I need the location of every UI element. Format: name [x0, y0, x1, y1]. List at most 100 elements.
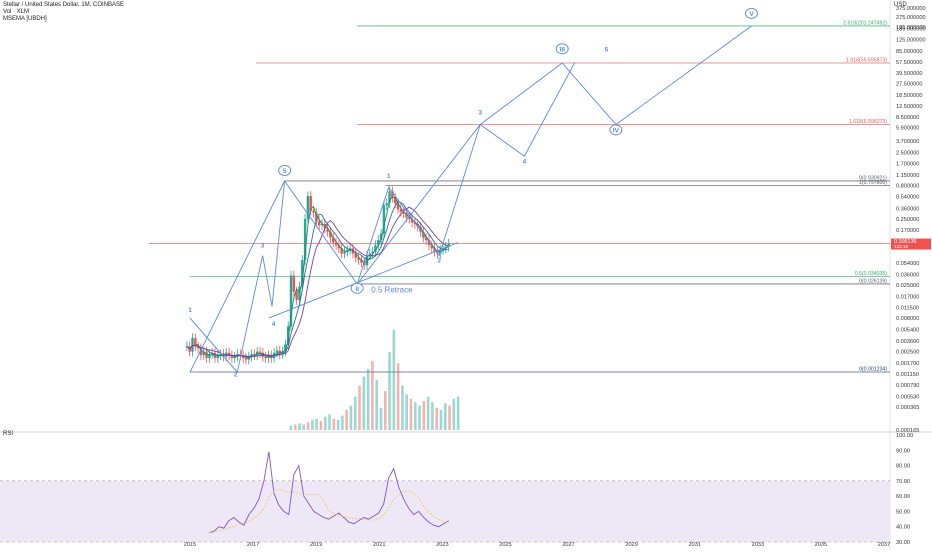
wave-label: 3 [261, 242, 265, 249]
volume-bar [418, 405, 421, 430]
volume-bar [293, 424, 297, 430]
wave-label-circle [278, 165, 292, 176]
candle-body [320, 223, 324, 226]
y-tick-label: 0.001700 [896, 361, 919, 367]
volume-bar [443, 403, 447, 430]
y-tick-label: 0.540000 [896, 195, 919, 201]
candle-body [301, 260, 304, 287]
candle-body [385, 203, 388, 206]
rsi-tick-label: 90.00 [896, 448, 910, 454]
candle-body [430, 245, 433, 249]
candle-body [284, 344, 287, 352]
x-tick-label: 2031 [689, 542, 701, 548]
volume-bar [452, 398, 456, 430]
wave-label: II [355, 286, 359, 293]
y-tick-label: 0.054000 [896, 261, 919, 267]
candle-body [354, 253, 357, 258]
msema-legend: MSEMA [UBDH] [3, 16, 47, 22]
y-tick-label: 0.170000 [896, 228, 919, 234]
y-tick-label: 3.700000 [896, 139, 919, 145]
y-tick-label: 185.000000 [896, 26, 926, 32]
wave-line [268, 242, 459, 319]
candle-body [371, 251, 374, 254]
x-tick-label: 2037 [878, 542, 890, 548]
y-tick-label: 0.011500 [896, 306, 919, 312]
volume-bar [409, 398, 413, 430]
candle-body [379, 233, 383, 241]
volume-bar [426, 396, 430, 430]
fib-level-label: 0(0.026139) [859, 278, 887, 284]
candle-body [219, 354, 222, 356]
candle-body [264, 356, 267, 359]
candle-body [309, 196, 312, 211]
volume-bar [336, 420, 340, 430]
candle-body [416, 223, 419, 227]
fib-level-label: 1(0.797800) [859, 180, 887, 186]
y-tick-label: 0.025000 [896, 283, 919, 289]
y-tick-label: 1.700000 [896, 162, 919, 168]
wave-label: 1 [188, 307, 192, 314]
volume-bar [388, 352, 391, 430]
volume-bar [392, 330, 396, 430]
candle-body [241, 355, 245, 359]
candle-body [334, 242, 338, 246]
volume-bar [358, 385, 361, 430]
candle-body [258, 351, 262, 353]
candle-body [340, 248, 343, 254]
wave-label: 2 [234, 371, 238, 378]
x-tick-label: 2017 [247, 542, 259, 548]
volume-bar [448, 405, 451, 430]
wave-label: 4 [272, 321, 276, 328]
candle-body [227, 352, 231, 356]
volume-bar [431, 402, 434, 430]
candle-body [244, 358, 248, 360]
wave-label: 5 [605, 46, 609, 53]
y-tick-label: 125.000000 [896, 38, 926, 44]
wave-label: 3 [478, 109, 482, 116]
volume-bar [375, 380, 378, 430]
wave-label: 1 [387, 173, 391, 180]
y-tick-label: 12.500000 [896, 104, 922, 110]
y-tick-label: 27.500000 [896, 81, 922, 87]
candle-body [303, 218, 307, 261]
candle-body [253, 354, 256, 356]
rsi-tick-label: 60.00 [896, 494, 910, 500]
volume-bar [383, 391, 387, 430]
rsi-tick-label: 80.00 [896, 464, 910, 470]
y-tick-label: 8.500000 [896, 115, 919, 121]
candle-body [306, 196, 310, 219]
wave-label: 2 [437, 257, 441, 264]
candle-body [346, 249, 349, 252]
volume-bar [396, 363, 400, 430]
wave-label: III [560, 46, 566, 53]
wave-line [356, 62, 576, 285]
fib-level-label: 0(0.001234) [859, 366, 887, 372]
candle-body [239, 354, 242, 356]
volume-bar [456, 396, 460, 430]
x-tick-label: 2033 [752, 542, 764, 548]
y-tick-label: 85.000000 [896, 49, 922, 55]
y-tick-label: 0.000790 [896, 383, 919, 389]
candle-body [365, 255, 369, 266]
candle-body [329, 231, 332, 238]
rsi-label: RSI [3, 431, 14, 437]
rsi-line [208, 451, 449, 534]
price-axis-bg [890, 0, 932, 550]
volume-bar [341, 415, 344, 430]
volume-bar [422, 401, 426, 430]
wave-label: IV [613, 127, 620, 134]
fib-level-label: 2.618(201.247492) [843, 20, 887, 26]
volume-bar [328, 414, 331, 430]
candle-body [289, 275, 293, 327]
candle-body [427, 240, 431, 246]
volume-bar [362, 376, 366, 430]
x-tick-label: 2025 [499, 542, 511, 548]
x-tick-label: 2029 [625, 542, 637, 548]
currency-label: USD [894, 2, 907, 8]
volume-bar [413, 402, 417, 430]
y-tick-label: 18.500000 [896, 93, 922, 99]
candle-body [424, 237, 428, 241]
volume-bar [435, 407, 439, 430]
